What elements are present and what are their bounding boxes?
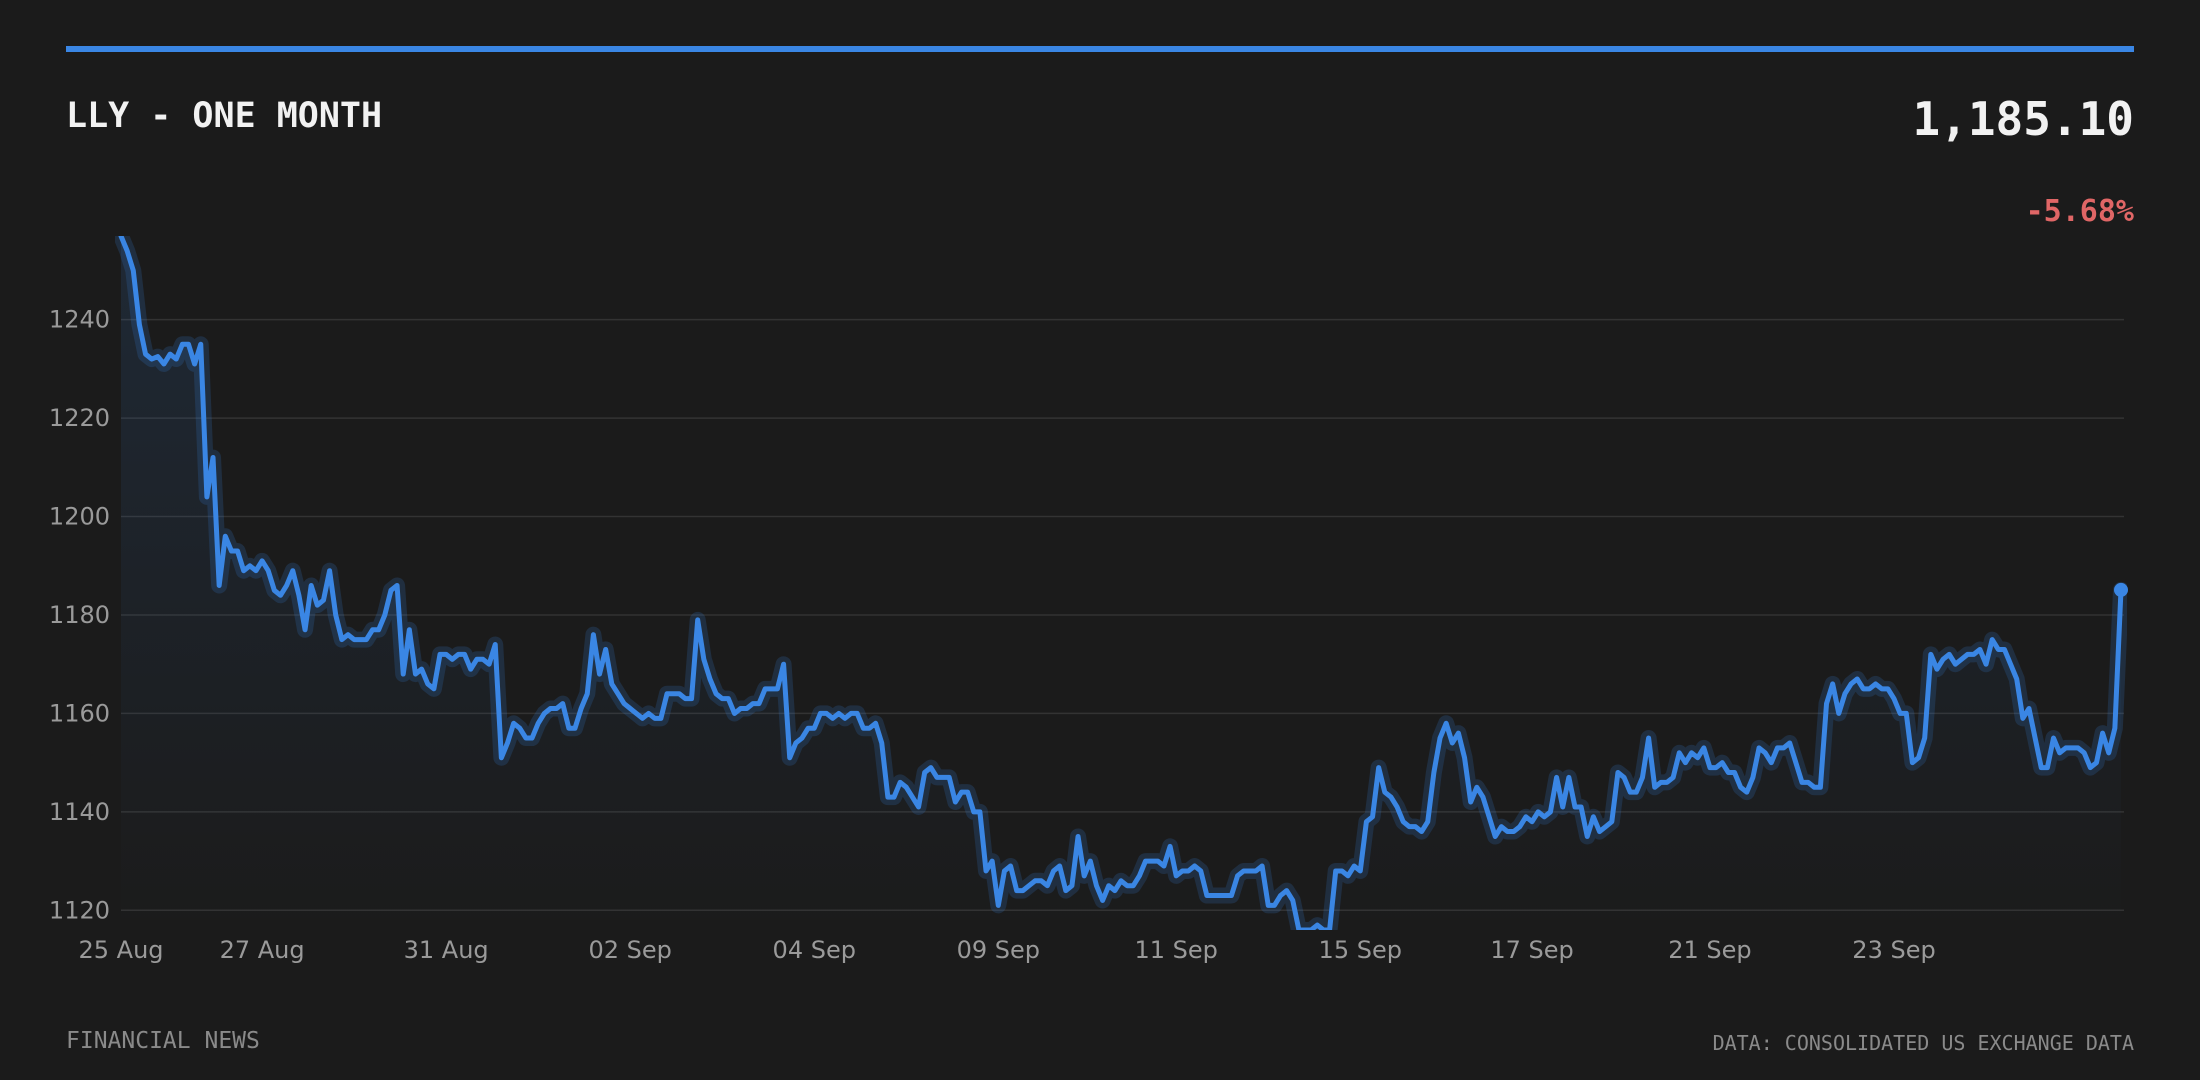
y-tick-label: 1140 [49, 798, 110, 826]
price-line [118, 236, 2124, 930]
y-tick-label: 1180 [49, 601, 110, 629]
x-tick-label: 21 Sep [1668, 936, 1751, 964]
y-axis: 1120 1140 1160 1180 1200 1220 1240 [49, 306, 110, 925]
x-tick-label: 23 Sep [1852, 936, 1935, 964]
accent-line [66, 46, 2134, 52]
current-price: 1,185.10 [1912, 92, 2134, 146]
price-area [121, 236, 2121, 930]
x-tick-label: 04 Sep [773, 936, 856, 964]
last-price-marker [2114, 582, 2128, 597]
x-tick-label: 15 Sep [1319, 936, 1402, 964]
page-title: LLY - ONE MONTH [66, 96, 383, 136]
y-tick-label: 1160 [49, 699, 110, 727]
x-tick-label: 11 Sep [1135, 936, 1218, 964]
x-tick-label: 25 Aug [78, 936, 163, 964]
x-tick-label: 31 Aug [404, 936, 489, 964]
x-axis: 25 Aug 27 Aug 31 Aug 02 Sep 04 Sep 09 Sep 11 S… [78, 936, 1935, 964]
footer-data-credit: DATA: CONSOLIDATED US EXCHANGE DATA [1712, 1031, 2134, 1055]
y-tick-label: 1120 [49, 896, 110, 924]
y-tick-label: 1200 [49, 503, 110, 531]
x-tick-label: 17 Sep [1490, 936, 1573, 964]
footer-source-label: FINANCIAL NEWS [66, 1028, 260, 1054]
x-tick-label: 09 Sep [957, 936, 1040, 964]
x-tick-label: 27 Aug [220, 936, 305, 964]
price-chart: 1120 1140 1160 1180 1200 1220 1240 25 Aug 27 Au… [49, 236, 2128, 964]
y-tick-label: 1220 [49, 404, 110, 432]
y-tick-label: 1240 [49, 306, 110, 334]
price-change: -5.68% [2025, 194, 2134, 229]
x-tick-label: 02 Sep [588, 936, 671, 964]
